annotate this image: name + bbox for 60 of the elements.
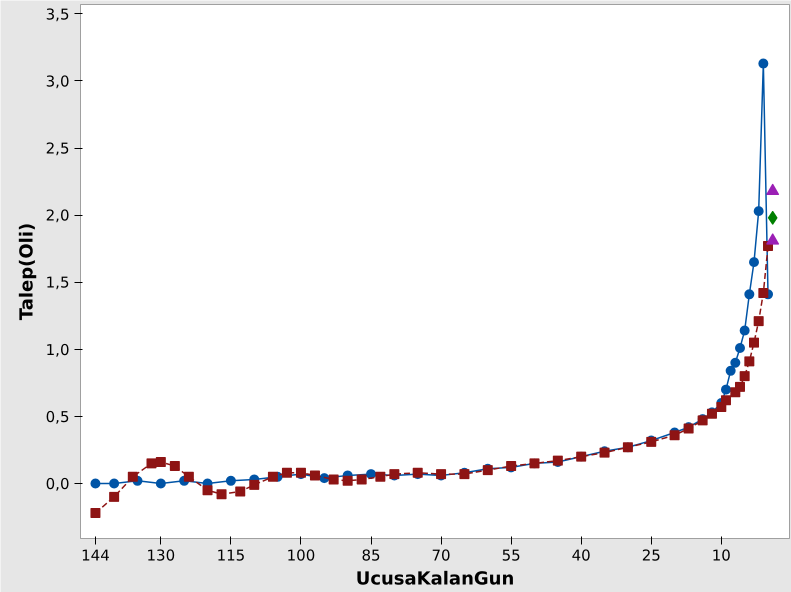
x-axis-title: UcusaKalanGun xyxy=(356,568,514,590)
point xyxy=(356,474,367,484)
y-tick-label: 1,0 xyxy=(46,340,70,359)
point xyxy=(740,326,750,336)
point xyxy=(754,206,764,216)
point xyxy=(342,476,353,486)
y-tick-label: 1,5 xyxy=(46,274,70,292)
point xyxy=(375,472,386,482)
point xyxy=(754,316,764,326)
point xyxy=(90,478,100,488)
point xyxy=(249,480,260,490)
y-tick-label: 3,0 xyxy=(46,72,70,90)
x-tick-label: 115 xyxy=(216,546,246,564)
point xyxy=(109,478,120,488)
y-tick-label: 0,0 xyxy=(46,474,70,493)
x-tick-label: 100 xyxy=(286,546,316,564)
x-tick-label: 144 xyxy=(81,546,110,564)
point xyxy=(235,486,246,497)
point xyxy=(744,289,754,300)
x-tick-label: 10 xyxy=(712,546,731,564)
x-tick-label: 70 xyxy=(432,546,451,564)
point xyxy=(170,461,180,472)
x-tick-label: 25 xyxy=(642,546,661,564)
point xyxy=(202,485,213,496)
point xyxy=(726,366,736,376)
x-tick-label: 130 xyxy=(146,546,176,564)
y-tick-label: 2,5 xyxy=(46,140,70,158)
point xyxy=(720,384,731,395)
point xyxy=(749,338,760,348)
point xyxy=(109,492,120,502)
y-tick-label: 0,5 xyxy=(46,408,70,426)
point xyxy=(268,472,278,482)
point xyxy=(768,210,778,225)
point xyxy=(226,476,236,486)
point xyxy=(156,457,166,468)
point xyxy=(128,472,138,482)
point xyxy=(216,489,227,500)
point xyxy=(740,371,750,382)
y-tick-label: 3,5 xyxy=(46,5,70,24)
point xyxy=(146,458,156,468)
point xyxy=(156,478,166,488)
point xyxy=(734,342,745,353)
point xyxy=(282,468,292,478)
point xyxy=(184,472,194,482)
x-tick-label: 40 xyxy=(572,546,591,564)
point xyxy=(758,288,768,298)
point xyxy=(734,382,745,392)
point xyxy=(670,430,680,440)
y-axis-title: Talep(Oli) xyxy=(16,222,38,320)
point xyxy=(720,395,731,406)
point xyxy=(744,356,754,366)
point xyxy=(310,470,320,480)
y-tick-label: 2,0 xyxy=(46,206,70,225)
x-tick-label: 55 xyxy=(502,546,521,564)
point xyxy=(328,474,339,484)
point xyxy=(758,58,768,69)
x-tick-label: 85 xyxy=(361,546,381,564)
point xyxy=(749,257,760,268)
point xyxy=(90,508,100,518)
point xyxy=(730,358,740,368)
